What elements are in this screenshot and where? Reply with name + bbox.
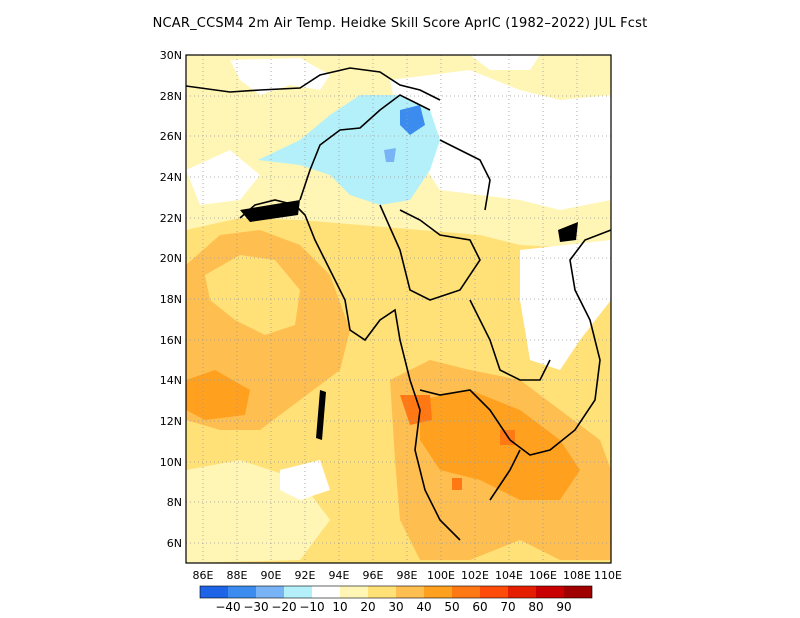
colorbar-swatch-2 <box>256 586 284 598</box>
field-white-2 <box>390 70 611 210</box>
colorbar-label-12: 90 <box>556 600 571 614</box>
coast-gulf <box>489 449 521 501</box>
y-tick-26n: 26N <box>160 130 182 143</box>
colorbar-label-7: 40 <box>416 600 431 614</box>
x-tick-96e: 96E <box>363 569 384 582</box>
y-tick-18n: 18N <box>160 293 182 306</box>
field-red-3 <box>452 478 462 490</box>
field-red-1 <box>400 395 432 425</box>
x-tick-110e: 110E <box>594 569 622 582</box>
field-blue-2 <box>384 148 396 162</box>
border-cambodia <box>469 299 551 381</box>
skill-field <box>186 55 611 563</box>
x-tick-104e: 104E <box>495 569 523 582</box>
x-tick-100e: 100E <box>427 569 455 582</box>
x-tick-90e: 90E <box>261 569 282 582</box>
y-tick-28n: 28N <box>160 90 182 103</box>
colorbar-label-3: −10 <box>299 600 324 614</box>
y-tick-16n: 16N <box>160 334 182 347</box>
y-tick-30n: 30N <box>160 49 182 62</box>
field-white-4 <box>520 240 611 370</box>
colorbar-swatch-10 <box>480 586 508 598</box>
field-white-3 <box>186 150 260 205</box>
colorbar-swatch-3 <box>284 586 312 598</box>
colorbar-label-1: −30 <box>243 600 268 614</box>
border-laos <box>379 204 481 301</box>
y-tick-24n: 24N <box>160 171 182 184</box>
border-bangladesh <box>299 94 431 201</box>
colorbar-swatch-13 <box>564 586 592 598</box>
colorbar-label-4: 10 <box>332 600 347 614</box>
colorbar-label-6: 30 <box>388 600 403 614</box>
y-tick-12n: 12N <box>160 415 182 428</box>
andaman-islands <box>316 390 326 440</box>
colorbar-label-9: 60 <box>472 600 487 614</box>
colorbar-label-10: 70 <box>500 600 515 614</box>
colorbar-label-2: −20 <box>271 600 296 614</box>
plot-frame <box>185 54 612 564</box>
field-yellow-inner <box>205 255 300 335</box>
colorbar-label-8: 50 <box>444 600 459 614</box>
x-tick-88e: 88E <box>227 569 248 582</box>
colorbar-swatch-8 <box>424 586 452 598</box>
y-tick-10n: 10N <box>160 456 182 469</box>
field-cyan <box>258 95 440 205</box>
colorbar: −40 −30 −20 −10 10 20 30 40 50 60 70 80 … <box>199 585 593 614</box>
himalaya-border <box>186 67 441 101</box>
y-tick-6n: 6N <box>167 537 182 550</box>
y-tick-20n: 20N <box>160 252 182 265</box>
y-tick-22n: 22N <box>160 212 182 225</box>
colorbar-label-5: 20 <box>360 600 375 614</box>
y-tick-14n: 14N <box>160 374 182 387</box>
colorbar-swatch-12 <box>536 586 564 598</box>
coast-east <box>419 229 611 456</box>
colorbar-label-0: −40 <box>215 600 240 614</box>
x-tick-108e: 108E <box>563 569 591 582</box>
border-china <box>439 139 491 211</box>
colorbar-label-11: 80 <box>528 600 543 614</box>
colorbar-swatch-11 <box>508 586 536 598</box>
colorbar-swatch-6 <box>368 586 396 598</box>
x-tick-98e: 98E <box>397 569 418 582</box>
colorbar-swatch-5 <box>340 586 368 598</box>
map-title: NCAR_CCSM4 2m Air Temp. Heidke Skill Sco… <box>152 16 648 31</box>
colorbar-swatch-1 <box>228 586 256 598</box>
delta-marks <box>240 200 300 222</box>
y-tick-8n: 8N <box>167 496 182 509</box>
hainan-island <box>558 222 578 242</box>
x-tick-106e: 106E <box>529 569 557 582</box>
land-details <box>240 200 578 440</box>
colorbar-swatch-0 <box>200 586 228 598</box>
x-tick-86e: 86E <box>193 569 214 582</box>
y-tick-labels: 6N 8N 10N 12N 14N 16N 18N 20N 22N 24N 26… <box>160 49 182 550</box>
x-tick-92e: 92E <box>295 569 316 582</box>
field-orange-dark-1 <box>186 370 250 420</box>
field-blue <box>400 105 425 135</box>
colorbar-swatch-7 <box>396 586 424 598</box>
colorbar-swatch-4 <box>312 586 340 598</box>
colorbar-frame <box>199 585 593 599</box>
field-white-5 <box>470 55 540 70</box>
x-tick-labels: 86E 88E 90E 92E 94E 96E 98E 100E 102E 10… <box>193 569 622 582</box>
x-tick-94e: 94E <box>329 569 350 582</box>
colorbar-swatch-9 <box>452 586 480 598</box>
x-tick-102e: 102E <box>461 569 489 582</box>
